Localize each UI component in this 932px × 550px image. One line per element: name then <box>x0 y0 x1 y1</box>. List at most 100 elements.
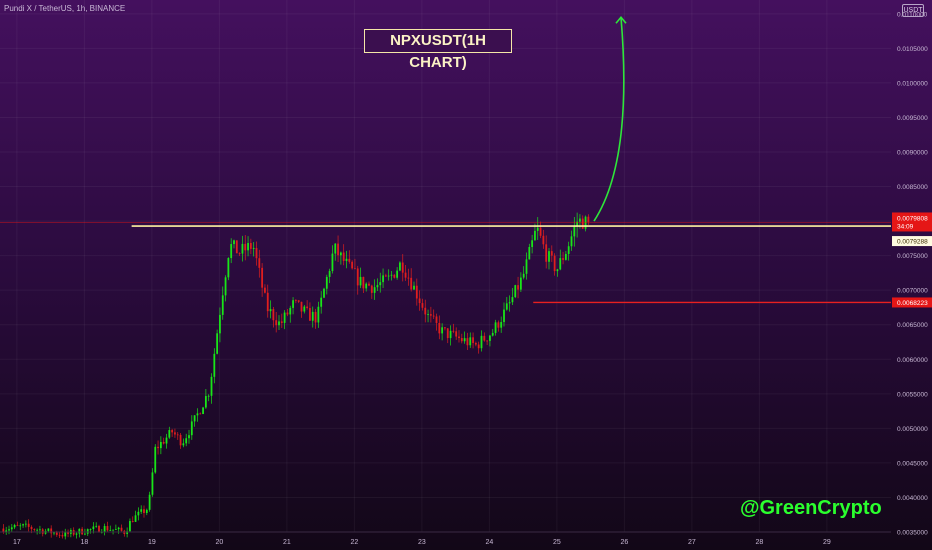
candle-body <box>354 268 356 270</box>
candle-body <box>382 275 384 283</box>
candle-body <box>399 262 401 271</box>
candle-body <box>542 235 545 245</box>
candle-body <box>432 315 435 317</box>
candle-body <box>24 523 27 525</box>
candle-body <box>337 243 339 256</box>
symbol-info: Pundi X / TetherUS, 1h, BINANCE <box>4 4 126 13</box>
candle-body <box>570 236 573 247</box>
candle-body <box>162 441 165 444</box>
candle-body <box>519 277 522 290</box>
candle-body <box>325 276 328 289</box>
y-axis[interactable]: 0.0035000 0.0040000 0.0045000 0.0050000 0.00… <box>892 11 932 537</box>
x-tick-label: 20 <box>215 539 223 546</box>
candle-body <box>373 287 376 293</box>
candle-body <box>438 322 441 334</box>
candle-body <box>545 244 548 262</box>
candle-body <box>126 531 129 534</box>
x-tick-label: 18 <box>80 539 88 546</box>
x-axis: 17 18 19 20 21 22 23 24 25 26 27 28 29 <box>0 531 891 546</box>
candle-body <box>64 531 67 537</box>
candle-body <box>331 253 334 272</box>
candle-body <box>196 413 199 416</box>
y-tick-label: 0.0070000 <box>897 288 928 295</box>
candle-body <box>238 253 241 255</box>
candle-body <box>292 300 294 308</box>
breakout-arrow <box>593 16 627 222</box>
candle-body <box>587 216 590 222</box>
candle-body <box>531 240 534 247</box>
candle-body <box>396 270 399 278</box>
candle-body <box>75 533 78 535</box>
current-price-label: 0.0079808 <box>897 215 928 222</box>
candle-body <box>27 523 30 527</box>
candle-body <box>157 446 159 449</box>
candle-body <box>39 529 41 531</box>
candle-body <box>365 283 368 289</box>
y-tick-label: 0.0075000 <box>897 253 928 260</box>
candle-body <box>517 285 519 290</box>
candle-body <box>491 332 494 336</box>
candle-body <box>67 531 69 534</box>
candle-body <box>556 269 559 272</box>
candle-body <box>427 314 429 315</box>
chart-grid <box>0 0 891 532</box>
candle-body <box>553 255 556 272</box>
candle-body <box>19 525 22 527</box>
candle-body <box>92 526 95 530</box>
candle-body <box>269 309 272 312</box>
candle-body <box>117 527 120 530</box>
candle-body <box>421 303 424 308</box>
candle-body <box>567 246 570 254</box>
candle-body <box>483 335 486 341</box>
candle-body <box>264 287 266 293</box>
candle-body <box>351 261 354 269</box>
candle-body <box>261 267 264 288</box>
candle-body <box>207 395 210 397</box>
y-tick-label: 0.0050000 <box>897 426 928 433</box>
candle-body <box>309 308 311 321</box>
candle-body <box>323 288 325 298</box>
candle-body <box>148 494 151 510</box>
candle-body <box>435 316 438 323</box>
candle-body <box>247 242 249 251</box>
candle-body <box>497 322 500 328</box>
candle-body <box>306 306 309 309</box>
candle-body <box>103 526 106 533</box>
countdown-label: 34:09 <box>897 223 914 230</box>
candle-body <box>233 240 235 245</box>
candle-body <box>368 283 370 286</box>
candle-body <box>252 247 255 249</box>
candle-body <box>379 282 382 286</box>
candle-body <box>410 277 413 290</box>
candle-body <box>342 252 345 261</box>
candle-body <box>514 285 517 298</box>
candle-body <box>300 301 303 312</box>
candle-body <box>165 437 168 444</box>
candle-body <box>564 253 567 260</box>
candle-body <box>190 421 193 436</box>
candle-body <box>294 300 297 302</box>
candle-body <box>145 509 148 513</box>
candle-body <box>525 259 528 274</box>
x-tick-label: 17 <box>13 539 21 546</box>
candle-body <box>235 240 238 254</box>
support-label: 0.0068223 <box>897 300 928 307</box>
candle-body <box>348 258 351 262</box>
candle-body <box>114 529 117 530</box>
candle-body <box>413 285 415 290</box>
candle-body <box>444 327 446 329</box>
candle-body <box>573 226 576 237</box>
x-tick-label: 27 <box>688 539 696 546</box>
candle-body <box>455 331 458 337</box>
candle-body <box>193 415 196 422</box>
candle-body <box>441 327 444 334</box>
candle-body <box>224 277 227 296</box>
candle-body <box>303 306 306 312</box>
candle-body <box>477 344 480 349</box>
candle-body <box>5 530 8 533</box>
currency-badge[interactable]: USDT <box>902 4 924 17</box>
candle-body <box>143 509 145 513</box>
candle-body <box>278 321 280 326</box>
resistance-label: 0.0079288 <box>897 239 928 246</box>
